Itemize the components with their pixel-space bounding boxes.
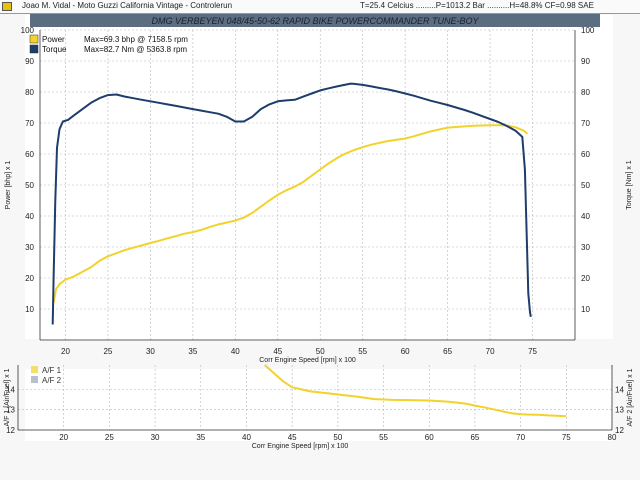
dyno-charts: DMG VERBEYEN 048/45-50-62 RAPID BIKE POW… bbox=[4, 14, 634, 450]
power-legend-label: Power bbox=[42, 35, 65, 44]
y2-tick-label: 20 bbox=[581, 274, 590, 283]
af-legend: A/F 1A/F 2 bbox=[31, 366, 62, 385]
af-x-tick-label: 40 bbox=[242, 433, 251, 442]
af-x-tick-label: 25 bbox=[105, 433, 114, 442]
x-tick-label: 20 bbox=[61, 347, 70, 356]
af-series bbox=[264, 364, 567, 418]
af1-curve bbox=[264, 364, 567, 418]
af1-legend-swatch bbox=[31, 366, 38, 373]
y2-tick-label: 100 bbox=[581, 26, 595, 35]
y-tick-label: 40 bbox=[25, 212, 34, 221]
power-legend-swatch bbox=[29, 34, 39, 44]
x-tick-label: 55 bbox=[358, 347, 367, 356]
y2-tick-label: 30 bbox=[581, 243, 590, 252]
af-y2-tick-label: 12 bbox=[615, 426, 624, 435]
power-legend-value: Max=69.3 bhp @ 7158.5 rpm bbox=[84, 35, 188, 44]
y-tick-label: 80 bbox=[25, 88, 34, 97]
x-tick-label: 60 bbox=[401, 347, 410, 356]
y-tick-label: 50 bbox=[25, 181, 34, 190]
af2-legend-swatch bbox=[31, 376, 38, 383]
main-plot-background bbox=[25, 15, 613, 339]
x-tick-label: 40 bbox=[231, 347, 240, 356]
y-tick-label: 90 bbox=[25, 57, 34, 66]
main-axes: 10 10 20 20 30 30 40 40 50 50 60 60 70 70 80 80 90 90 100 1… bbox=[5, 26, 633, 364]
y2-tick-label: 60 bbox=[581, 150, 590, 159]
power-curve bbox=[52, 124, 529, 303]
af1-legend-label: A/F 1 bbox=[42, 366, 62, 375]
af-x-tick-label: 45 bbox=[288, 433, 297, 442]
y2-axis-title: Torque [Nm] x 1 bbox=[626, 160, 633, 210]
af-x-tick-label: 70 bbox=[516, 433, 525, 442]
main-series bbox=[51, 82, 532, 325]
window-title: Joao M. Vidal - Moto Guzzi California Vi… bbox=[22, 1, 233, 10]
torque-legend-swatch bbox=[29, 44, 39, 54]
y2-tick-label: 90 bbox=[581, 57, 590, 66]
x-tick-label: 70 bbox=[486, 347, 495, 356]
y2-tick-label: 50 bbox=[581, 181, 590, 190]
y-tick-label: 10 bbox=[25, 305, 34, 314]
af-x-tick-label: 80 bbox=[608, 433, 617, 442]
y-tick-label: 30 bbox=[25, 243, 34, 252]
af-y-tick-label: 12 bbox=[6, 426, 15, 435]
x-tick-label: 50 bbox=[316, 347, 325, 356]
main-grid bbox=[40, 29, 575, 340]
banner-text: DMG VERBEYEN 048/45-50-62 RAPID BIKE POW… bbox=[151, 16, 479, 26]
y2-tick-label: 10 bbox=[581, 305, 590, 314]
af-y-axis-title: A/F 1 [Air/Fuel] x 1 bbox=[4, 368, 11, 426]
af-y2-tick-label: 13 bbox=[615, 406, 624, 415]
y2-tick-label: 40 bbox=[581, 212, 590, 221]
x-tick-label: 45 bbox=[273, 347, 282, 356]
af-y2-axis-title: A/F 2 [Air/Fuel] x 1 bbox=[627, 368, 634, 426]
af-x-tick-label: 20 bbox=[59, 433, 68, 442]
y-tick-label: 100 bbox=[21, 26, 35, 35]
af-x-tick-label: 55 bbox=[379, 433, 388, 442]
x-tick-label: 65 bbox=[443, 347, 452, 356]
x-tick-label: 35 bbox=[188, 347, 197, 356]
torque-legend-label: Torque bbox=[42, 45, 67, 54]
banner-background bbox=[30, 14, 600, 27]
y-tick-label: 70 bbox=[25, 119, 34, 128]
af-x-axis-title: Corr Engine Speed [rpm] x 100 bbox=[252, 443, 349, 450]
af-x-tick-label: 30 bbox=[151, 433, 160, 442]
af-plot-background bbox=[25, 369, 613, 441]
x-tick-label: 75 bbox=[528, 347, 537, 356]
af-x-tick-label: 50 bbox=[333, 433, 342, 442]
af-x-tick-label: 60 bbox=[425, 433, 434, 442]
test-conditions: T=25.4 Celcius .........P=1013.2 Bar ...… bbox=[360, 1, 594, 10]
af-y-tick-label: 13 bbox=[6, 406, 15, 415]
x-tick-label: 25 bbox=[103, 347, 112, 356]
x-tick-label: 30 bbox=[146, 347, 155, 356]
x-axis-title: Corr Engine Speed [rpm] x 100 bbox=[259, 357, 356, 364]
y-tick-label: 60 bbox=[25, 150, 34, 159]
af-axes: 12 12 13 13 14 14 20 25 30 35 40 45 50 55 60 65 70 75 80 Co… bbox=[4, 365, 634, 450]
af-x-tick-label: 75 bbox=[562, 433, 571, 442]
af-y2-tick-label: 14 bbox=[615, 385, 624, 394]
af-x-tick-label: 65 bbox=[470, 433, 479, 442]
torque-curve bbox=[51, 82, 532, 325]
app-icon bbox=[2, 2, 12, 11]
y2-tick-label: 80 bbox=[581, 88, 590, 97]
window-title-bar: Joao M. Vidal - Moto Guzzi California Vi… bbox=[0, 0, 640, 14]
af-y-tick-label: 14 bbox=[6, 385, 15, 394]
af2-legend-label: A/F 2 bbox=[42, 376, 62, 385]
af-x-tick-label: 35 bbox=[196, 433, 205, 442]
torque-legend-value: Max=82.7 Nm @ 5363.8 rpm bbox=[84, 45, 187, 54]
y-axis-title: Power [bhp] x 1 bbox=[5, 161, 12, 210]
y-tick-label: 20 bbox=[25, 274, 34, 283]
main-legend: Power Max=69.3 bhp @ 7158.5 rpm Torque Max=… bbox=[29, 34, 188, 54]
y2-tick-label: 70 bbox=[581, 119, 590, 128]
